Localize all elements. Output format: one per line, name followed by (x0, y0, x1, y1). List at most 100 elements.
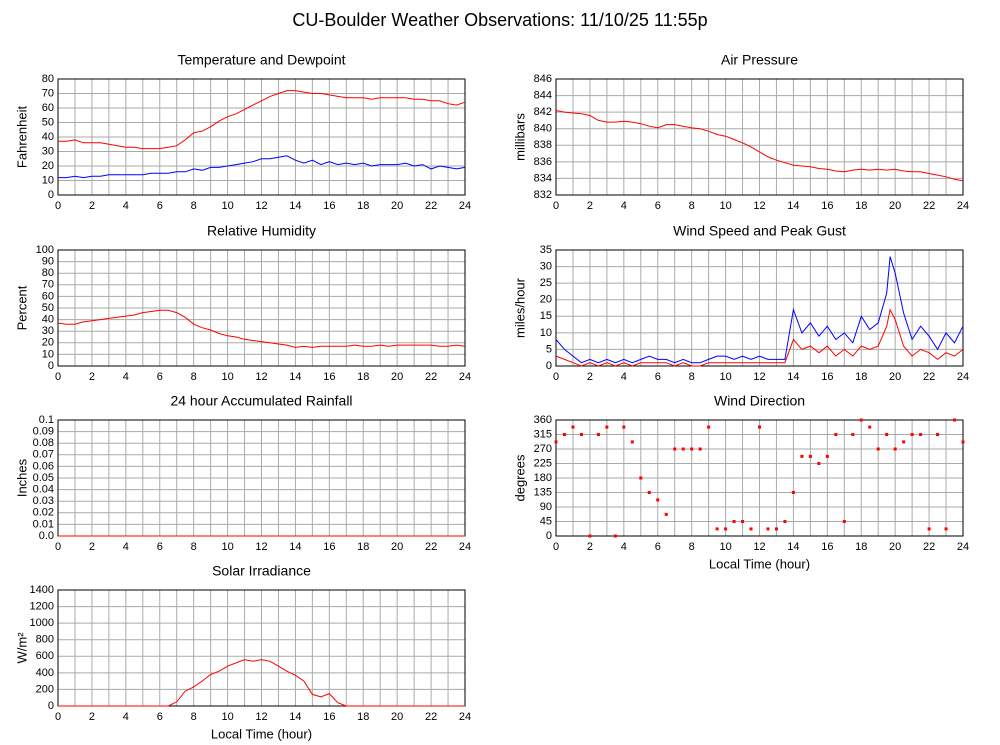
x-tick-label: 4 (621, 541, 627, 553)
y-tick-label: 15 (540, 310, 552, 322)
data-point (851, 433, 855, 436)
data-point (562, 433, 566, 436)
x-tick-label: 2 (89, 541, 95, 553)
x-tick-label: 16 (323, 371, 335, 383)
x-tick-label: 14 (289, 541, 301, 553)
x-tick-label: 14 (787, 200, 799, 212)
panel-title: Temperature and Dewpoint (177, 52, 345, 68)
x-tick-label: 20 (391, 200, 403, 212)
x-tick-label: 2 (89, 200, 95, 212)
y-tick-label: 200 (36, 683, 54, 695)
y-tick-label: 600 (36, 650, 54, 662)
plot-frame (57, 78, 466, 196)
y-tick-label: 0 (546, 530, 552, 542)
x-tick-label: 6 (157, 200, 163, 212)
y-tick-label: 60 (42, 102, 54, 114)
data-point (673, 447, 677, 451)
y-tick-label: 45 (540, 515, 552, 527)
y-tick-label: 40 (42, 314, 54, 326)
plot-frame (555, 419, 964, 537)
x-tick-label: 4 (621, 200, 627, 212)
x-tick-label: 24 (459, 371, 471, 383)
y-tick-label: 20 (42, 337, 54, 349)
panel-title: Relative Humidity (207, 223, 316, 239)
data-point (842, 520, 846, 523)
y-tick-label: 80 (42, 73, 54, 85)
panel-title: 24 hour Accumulated Rainfall (170, 393, 352, 409)
y-tick-label: 90 (42, 256, 54, 268)
y-axis-label: degrees (512, 454, 527, 501)
y-tick-label: 800 (36, 634, 54, 646)
data-point (766, 527, 770, 531)
data-point (876, 447, 880, 451)
y-tick-label: 90 (540, 501, 552, 513)
y-tick-label: 10 (42, 174, 54, 186)
x-tick-label: 22 (425, 371, 437, 383)
y-tick-label: 1200 (30, 600, 54, 612)
data-point (961, 440, 965, 444)
x-tick-label: 18 (855, 371, 867, 383)
y-tick-label: 840 (534, 123, 552, 135)
panel-title: Wind Direction (714, 393, 805, 409)
y-tick-label: 25 (540, 277, 552, 289)
y-tick-label: 0.0 (39, 530, 54, 542)
x-tick-label: 18 (357, 200, 369, 212)
x-tick-label: 22 (923, 541, 935, 553)
x-tick-label: 0 (553, 541, 559, 553)
data-point (927, 527, 931, 531)
x-tick-label: 16 (821, 541, 833, 553)
y-tick-label: 10 (540, 327, 552, 339)
x-tick-label: 8 (689, 371, 695, 383)
data-point (715, 527, 719, 531)
y-tick-label: 80 (42, 267, 54, 279)
y-tick-label: 846 (534, 73, 552, 85)
plot-frame (57, 589, 466, 707)
plot-frame (555, 249, 964, 367)
x-tick-label: 10 (221, 371, 233, 383)
data-point (613, 534, 617, 538)
data-line (555, 256, 964, 364)
x-tick-label: 4 (621, 371, 627, 383)
x-tick-label: 12 (753, 371, 765, 383)
x-tick-label: 24 (459, 541, 471, 553)
y-tick-label: 0.1 (39, 414, 54, 426)
x-tick-label: 4 (123, 711, 129, 723)
x-tick-label: 24 (459, 711, 471, 723)
x-tick-label: 12 (255, 371, 267, 383)
data-point (919, 433, 923, 436)
x-tick-label: 2 (89, 371, 95, 383)
data-point (656, 498, 660, 502)
x-tick-label: 22 (425, 711, 437, 723)
x-tick-label: 10 (719, 541, 731, 553)
x-tick-label: 18 (855, 200, 867, 212)
x-tick-label: 2 (587, 541, 593, 553)
y-tick-label: 0 (48, 700, 54, 712)
y-tick-label: 135 (534, 486, 552, 498)
y-tick-label: 838 (534, 139, 552, 151)
y-tick-label: 50 (42, 116, 54, 128)
data-point (834, 433, 838, 436)
data-point (749, 527, 753, 531)
x-tick-label: 24 (459, 200, 471, 212)
data-point (596, 433, 600, 436)
x-tick-label: 20 (889, 200, 901, 212)
y-tick-label: 400 (36, 667, 54, 679)
y-tick-label: 270 (534, 443, 552, 455)
y-tick-label: 35 (540, 244, 552, 256)
x-tick-label: 0 (55, 371, 61, 383)
data-point (605, 425, 609, 429)
x-tick-label: 20 (889, 371, 901, 383)
data-point (902, 440, 906, 444)
y-tick-label: 0.05 (33, 472, 54, 484)
x-tick-label: 16 (323, 200, 335, 212)
y-tick-label: 30 (540, 260, 552, 272)
x-tick-label: 12 (255, 711, 267, 723)
data-point (630, 440, 634, 444)
y-tick-label: 0 (48, 189, 54, 201)
x-tick-label: 14 (289, 711, 301, 723)
data-point (817, 462, 821, 465)
x-tick-label: 14 (289, 371, 301, 383)
data-line (555, 110, 964, 182)
